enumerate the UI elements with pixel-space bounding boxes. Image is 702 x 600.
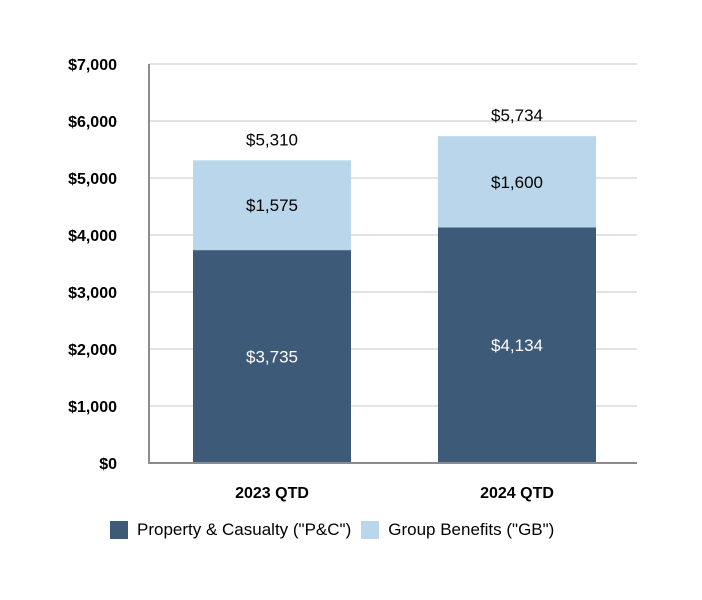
- legend-item-gb: Group Benefits ("GB"): [361, 520, 554, 540]
- y-tick-label: $7,000: [68, 57, 117, 74]
- axes: [148, 64, 637, 464]
- labels: $0 $1,000 $2,000 $3,000 $4,000 $5,000 $6,000 $7…: [68, 57, 554, 502]
- legend: Property & Casualty ("P&C") Group Benefi…: [110, 520, 564, 540]
- legend-label-pc: Property & Casualty ("P&C"): [137, 520, 352, 539]
- x-tick-label: 2024 QTD: [480, 485, 554, 502]
- bars: [193, 136, 596, 463]
- y-tick-label: $6,000: [68, 114, 117, 131]
- y-tick-label: $4,000: [68, 228, 117, 245]
- y-tick-label: $1,000: [68, 399, 117, 416]
- y-tick-label: $5,000: [68, 171, 117, 188]
- legend-label-gb: Group Benefits ("GB"): [388, 520, 555, 539]
- data-label: $4,134: [491, 336, 543, 355]
- x-tick-label: 2023 QTD: [235, 485, 309, 502]
- y-tick-label: $3,000: [68, 285, 117, 302]
- bar-segment: [438, 227, 596, 463]
- y-tick-label: $2,000: [68, 342, 117, 359]
- total-label: $5,734: [491, 106, 543, 125]
- total-label: $5,310: [246, 130, 298, 149]
- data-label: $3,735: [246, 348, 298, 367]
- bar-segment: [193, 250, 351, 463]
- legend-item-pc: Property & Casualty ("P&C"): [110, 520, 351, 540]
- data-label: $1,575: [246, 196, 298, 215]
- legend-swatch-pc: [110, 521, 128, 539]
- bar-segment: [438, 136, 596, 228]
- data-label: $1,600: [491, 173, 543, 192]
- legend-swatch-gb: [361, 521, 380, 539]
- y-tick-label: $0: [99, 456, 117, 473]
- bar-segment: [193, 160, 351, 251]
